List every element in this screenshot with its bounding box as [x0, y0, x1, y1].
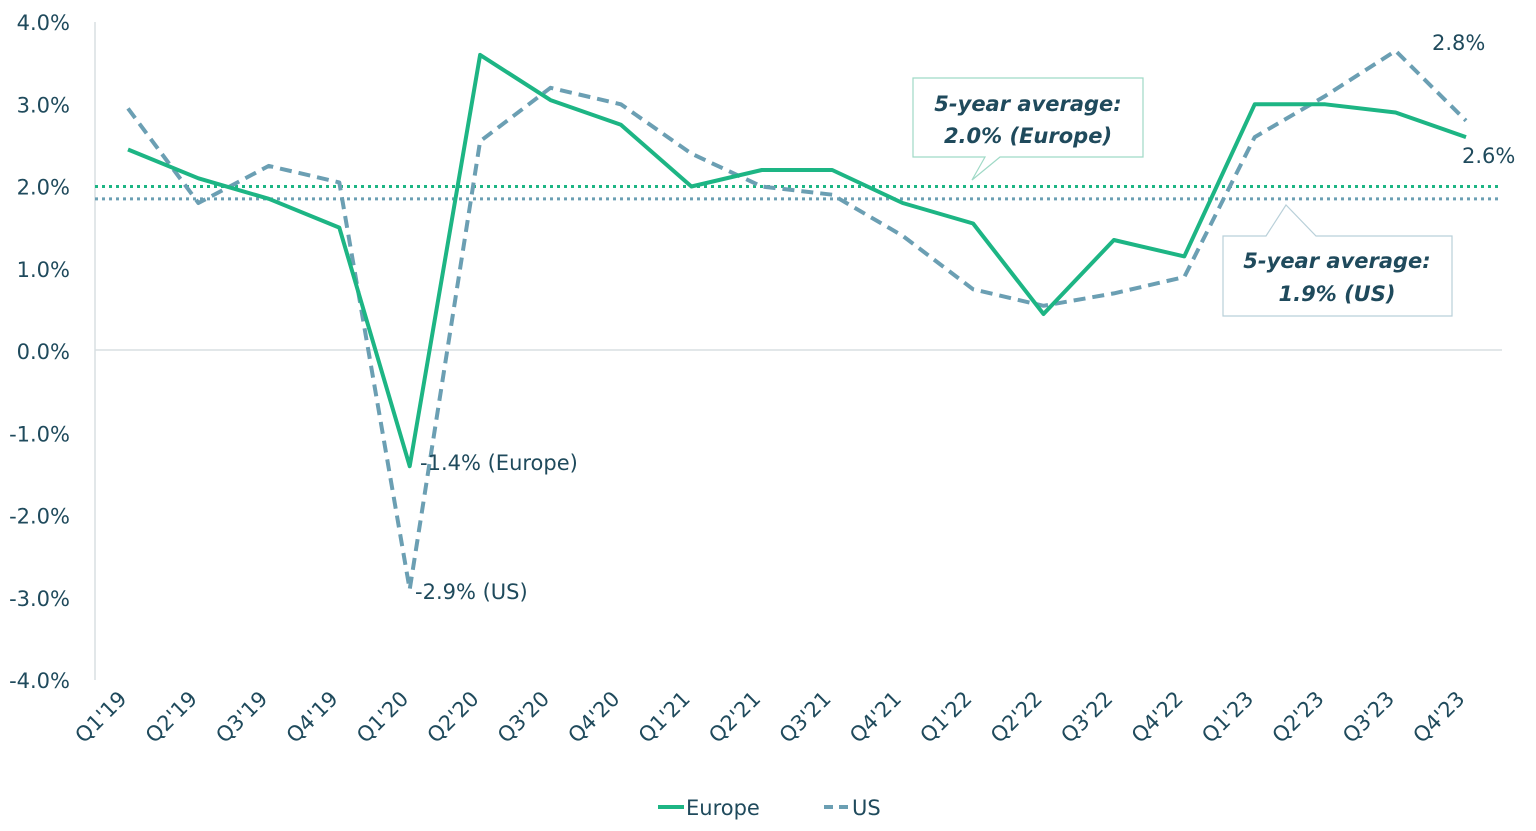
y-tick-label: -2.0%: [9, 505, 70, 529]
x-tick-labels: Q1'19 Q2'19 Q3'19 Q4'19 Q1'20 Q2'20 Q3'20 Q4'20…: [70, 687, 1469, 748]
europe-low-annotation: -1.4% (Europe): [420, 451, 578, 475]
x-tick-label: Q1'22: [916, 687, 977, 748]
us-average-label-line2: 1.9% (US): [1279, 282, 1396, 306]
x-tick-label: Q3'20: [493, 687, 554, 748]
x-tick-label: Q4'20: [563, 687, 624, 748]
x-tick-label: Q4'21: [845, 687, 906, 748]
y-tick-label: 4.0%: [17, 11, 70, 35]
x-tick-label: Q4'22: [1127, 687, 1188, 748]
x-tick-label: Q2'23: [1268, 687, 1329, 748]
average-callouts: 5-year average: 2.0% (Europe) 5-year ave…: [912, 77, 1453, 317]
europe-average-label-line1: 5-year average:: [934, 92, 1121, 116]
x-tick-label: Q1'23: [1197, 687, 1258, 748]
x-tick-label: Q4'19: [282, 687, 343, 748]
us-series-line: [126, 48, 1468, 592]
europe-average-label-line2: 2.0% (Europe): [944, 124, 1112, 148]
y-tick-label: 3.0%: [17, 93, 70, 117]
x-tick-label: Q3'21: [775, 687, 836, 748]
x-tick-label: Q2'19: [141, 687, 202, 748]
legend-us-label: US: [852, 796, 881, 820]
y-tick-label: -1.0%: [9, 422, 70, 446]
x-tick-label: Q1'21: [634, 687, 695, 748]
europe-series-line: [127, 52, 1467, 469]
x-tick-label: Q4'23: [1408, 687, 1469, 748]
us-average-callout-box: [1222, 204, 1453, 317]
europe-average-callout-box: [912, 77, 1144, 181]
us-end-annotation: 2.8%: [1432, 31, 1485, 55]
x-tick-label: Q3'23: [1338, 687, 1399, 748]
x-tick-label: Q2'21: [704, 687, 765, 748]
x-tick-label: Q3'22: [1056, 687, 1117, 748]
us-low-annotation: -2.9% (US): [415, 580, 528, 604]
x-tick-label: Q3'19: [211, 687, 272, 748]
data-annotations: -1.4% (Europe) -2.9% (US) 2.8% 2.6%: [415, 31, 1515, 604]
x-tick-label: Q2'20: [423, 687, 484, 748]
y-tick-label: 0.0%: [17, 340, 70, 364]
x-tick-label: Q2'22: [986, 687, 1047, 748]
x-tick-label: Q1'19: [70, 687, 131, 748]
y-tick-labels: 4.0% 3.0% 2.0% 1.0% 0.0% -1.0% -2.0% -3.0% -4.0%: [9, 11, 70, 693]
x-tick-label: Q1'20: [352, 687, 413, 748]
average-reference-lines: [95, 185, 1502, 201]
legend-europe-label: Europe: [686, 796, 760, 820]
y-tick-label: -4.0%: [9, 669, 70, 693]
y-tick-label: -3.0%: [9, 587, 70, 611]
series-lines: [126, 48, 1468, 592]
y-tick-label: 1.0%: [17, 258, 70, 282]
us-average-label-line1: 5-year average:: [1243, 249, 1430, 273]
axes: [94, 22, 1502, 680]
y-tick-label: 2.0%: [17, 176, 70, 200]
legend: Europe US: [658, 796, 881, 820]
europe-end-annotation: 2.6%: [1462, 144, 1515, 168]
